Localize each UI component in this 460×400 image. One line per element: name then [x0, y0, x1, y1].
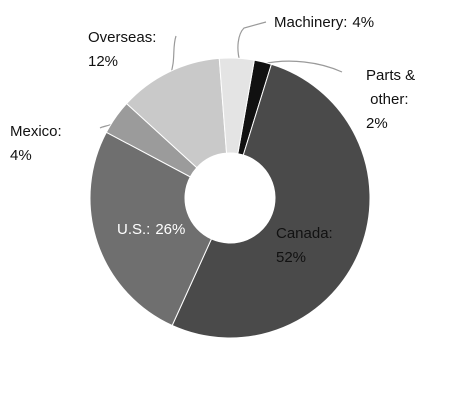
value-label: 2% [366, 115, 388, 132]
category-label: U.S.: [117, 221, 150, 238]
leader-line [261, 60, 343, 73]
slice-label: Machinery: 4% [274, 14, 374, 31]
category-label: Parts & other: [366, 67, 415, 108]
category-label-line: other: [366, 91, 409, 108]
value-label: 26% [155, 221, 185, 238]
donut-slice [89, 131, 213, 327]
category-label-line: Parts & [366, 67, 415, 84]
value-label: 4% [10, 147, 32, 164]
category-label: Overseas: [88, 29, 156, 46]
category-label: Machinery: [274, 14, 347, 31]
donut-slice [218, 57, 255, 155]
category-label: Canada: [276, 225, 333, 242]
value-label: 4% [352, 14, 374, 31]
value-label: 52% [276, 249, 306, 266]
donut-slice [171, 63, 371, 339]
category-label: Mexico: [10, 123, 62, 140]
slice-label: U.S.: 26% [117, 221, 185, 238]
value-label: 12% [88, 53, 118, 70]
leader-line [237, 21, 267, 63]
